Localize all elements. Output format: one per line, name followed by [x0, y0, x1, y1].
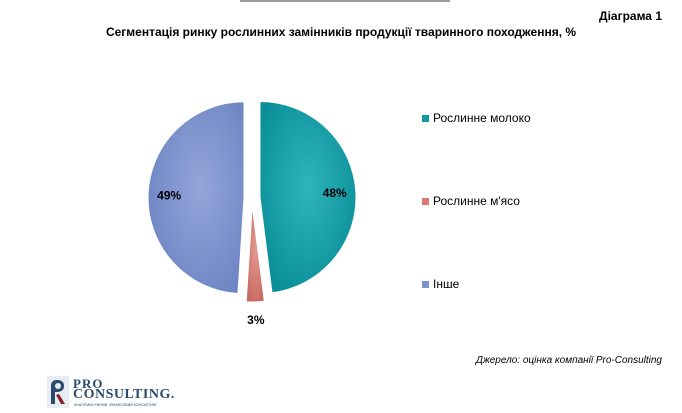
source-note: Джерело: оцінка компанії Pro-Consulting: [475, 355, 662, 366]
truncated-top-text: [240, 0, 450, 2]
legend-label: Інше: [433, 277, 460, 291]
logo-text-pro: PRO: [73, 376, 104, 391]
logo-tagline: АНАЛІТИКА РИНКІВ, ФІНАНСОВИЙ КОНСАЛТИНГ: [74, 403, 158, 407]
legend-swatch: [422, 114, 429, 122]
legend-label: Рослинне м'ясо: [433, 194, 520, 208]
legend-label: Рослинне молоко: [433, 111, 531, 125]
diagram-number-label: Діаграма 1: [599, 9, 662, 23]
pie-slice-other: [147, 101, 245, 295]
pie-slice-plant-milk: [259, 100, 357, 294]
legend-item-plant-meat: Рослинне м'ясо: [422, 194, 520, 208]
legend-item-other: Інше: [422, 277, 459, 291]
legend-item-plant-milk: Рослинне молоко: [422, 111, 531, 125]
pie-slice-plant-meat: [245, 205, 265, 303]
data-label-other: 49%: [157, 188, 181, 202]
logo-text-consulting: CONSULTING.: [73, 387, 175, 402]
logo-emblem-icon: [47, 376, 69, 408]
pro-consulting-logo: PRO CONSULTING. АНАЛІТИКА РИНКІВ, ФІНАНС…: [47, 376, 174, 410]
legend-swatch: [422, 197, 429, 205]
legend-swatch: [422, 280, 429, 288]
data-label-plant-milk: 48%: [323, 186, 347, 200]
data-label-plant-meat: 3%: [247, 313, 265, 327]
chart-title: Сегментація ринку рослинних замінників п…: [105, 25, 577, 39]
chart-legend: Рослинне молоко Рослинне м'ясо Інше: [422, 111, 652, 301]
